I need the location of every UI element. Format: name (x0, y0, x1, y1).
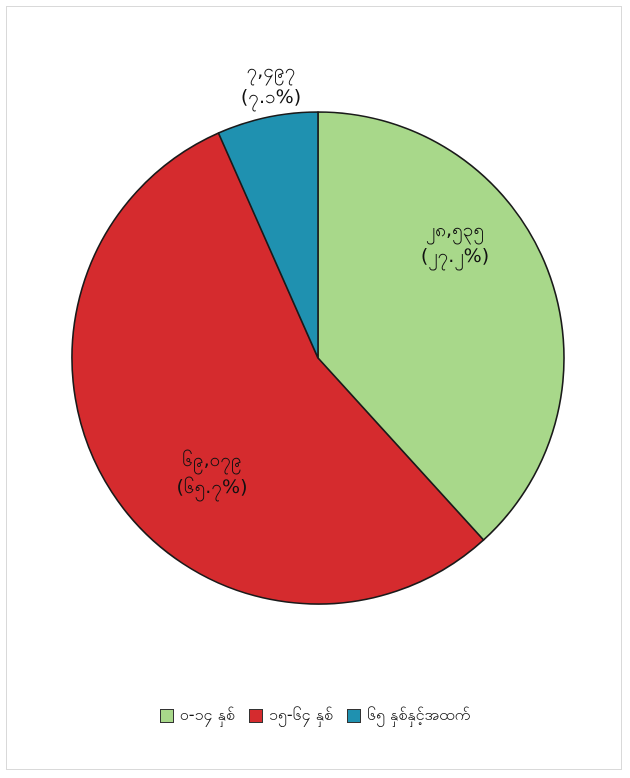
legend-swatch-1 (248, 709, 263, 723)
slice-value-label-2: ၇,၄၉၇ (247, 60, 296, 86)
legend-item-0: ၀-၁၄ နှစ် (159, 704, 235, 728)
legend-item-1: ၁၅-၆၄ နှစ် (248, 704, 333, 728)
pie-slice-2 (217, 111, 319, 359)
legend-label-1: ၁၅-၆၄ နှစ် (268, 705, 333, 724)
slice-percent-label-1: (၆၅.၇%) (177, 475, 248, 502)
slice-value-label-1: ၆၉,၀၇၉ (182, 448, 241, 475)
slice-percent-label-2: (၇.၁%) (241, 86, 301, 112)
legend-item-2: ၆၅ နှစ်နှင့်အထက် (346, 704, 471, 728)
pie-slice-0 (317, 111, 565, 542)
slice-percent-label-0: (၂၇.၂%) (421, 245, 489, 271)
legend: ၀-၁၄ နှစ် ၁၅-၆၄ နှစ် ၆၅ နှစ်နှင့်အထက် (0, 704, 630, 728)
legend-label-2: ၆၅ နှစ်နှင့်အထက် (366, 705, 471, 724)
legend-swatch-2 (346, 709, 361, 723)
legend-label-0: ၀-၁၄ နှစ် (179, 705, 235, 724)
pie-slice-1 (71, 131, 485, 605)
slice-value-label-0: ၂၈,၅၃၅ (426, 219, 484, 245)
legend-swatch-0 (159, 709, 174, 723)
